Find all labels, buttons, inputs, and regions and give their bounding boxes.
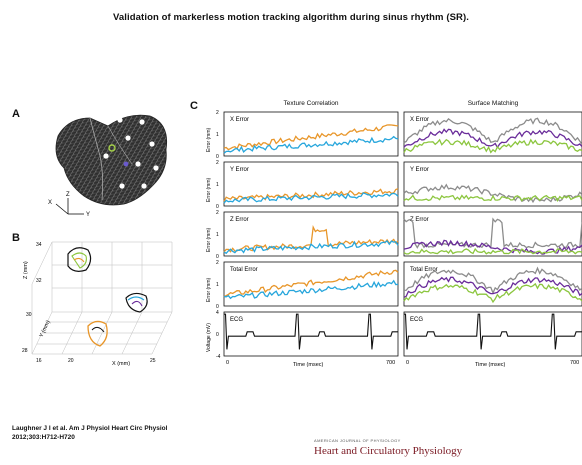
- subplot-frame: [224, 162, 398, 206]
- y-tick-label: 0: [216, 332, 219, 338]
- panel-a-label: A: [12, 108, 20, 120]
- journal-name: Heart and Circulatory Physiology: [314, 445, 462, 457]
- x-tick-label: 0: [406, 360, 409, 366]
- axis-x-label: X: [48, 200, 52, 206]
- y-tick-label: 2: [216, 110, 219, 116]
- marker-dot: [135, 161, 140, 166]
- panel-b-tick: 32: [36, 278, 42, 284]
- marker-dot: [141, 183, 146, 188]
- panel-b-y-label: Y (mm): [39, 320, 52, 339]
- marker-dot: [103, 153, 108, 158]
- subplot-title: Y Error: [410, 167, 429, 173]
- citation-line-2: 2012;303:H712-H720: [12, 433, 167, 442]
- axis-z-label: Z: [66, 192, 70, 198]
- marker-dot: [149, 141, 154, 146]
- marker-dot: [153, 165, 158, 170]
- panel-a-heart-surface: Z Y X: [28, 104, 188, 222]
- panel-b-z-label: Z (mm): [23, 261, 29, 279]
- y-tick-label: 2: [216, 260, 219, 266]
- y-axis-label: Error (mm): [206, 178, 212, 202]
- y-tick-label: 1: [216, 132, 219, 138]
- column-header-texture: Texture Correlation: [224, 100, 398, 107]
- figure-title: Validation of markerless motion tracking…: [0, 12, 582, 23]
- y-axis-label: Error (mm): [206, 228, 212, 252]
- panel-b-tick: 28: [22, 348, 28, 354]
- subplot-title: ECG: [410, 317, 423, 323]
- trajectory-purple-2: [132, 301, 142, 306]
- panel-b-tick: 16: [36, 358, 42, 364]
- y-tick-label: 2: [216, 210, 219, 216]
- marker-dot: [117, 117, 122, 122]
- trajectory-green-1: [72, 253, 86, 268]
- tracked-point-purple: [124, 162, 129, 167]
- panel-c-plots: X Error 0 1 2 Error (mm) Y Error 0 1 2 Error (mm)…: [190, 108, 582, 378]
- subplot-title: X Error: [230, 117, 249, 123]
- panel-b-3d-trajectories: Z (mm) Y (mm) X (mm) 34 32 30 28 16 20 2…: [22, 234, 194, 374]
- x-tick-label: 700: [570, 360, 579, 366]
- marker-dot: [139, 119, 144, 124]
- panel-b-tick: 25: [150, 358, 156, 364]
- panel-b-tick: 34: [36, 242, 42, 248]
- citation: Laughner J I et al. Am J Physiol Heart C…: [12, 424, 167, 442]
- marker-dot: [125, 135, 130, 140]
- y-tick-label: 1: [216, 282, 219, 288]
- x-axis-label: Time (msec): [293, 362, 324, 368]
- panel-b-x-label: X (mm): [112, 361, 130, 367]
- x-axis-label: Time (msec): [475, 362, 506, 368]
- panel-b-tick: 20: [68, 358, 74, 364]
- axis-y-label: Y: [86, 212, 90, 218]
- y-tick-label: 1: [216, 232, 219, 238]
- x-tick-label: 700: [386, 360, 395, 366]
- x-tick-label: 0: [226, 360, 229, 366]
- citation-line-1: Laughner J I et al. Am J Physiol Heart C…: [12, 424, 167, 433]
- panel-b-grid: [32, 242, 172, 354]
- marker-dot: [119, 183, 124, 188]
- y-axis-label: Voltage (mV): [206, 323, 212, 352]
- y-tick-label: 2: [216, 160, 219, 166]
- heart-mesh: [56, 115, 167, 205]
- y-tick-label: -4: [216, 354, 221, 360]
- column-header-surface: Surface Matching: [404, 100, 582, 107]
- y-tick-label: 4: [216, 310, 219, 316]
- y-axis-label: Error (mm): [206, 128, 212, 152]
- y-axis-label: Error (mm): [206, 278, 212, 302]
- panel-b-label: B: [12, 232, 20, 244]
- subplot-title: Total Error: [230, 267, 258, 273]
- subplot-title: Z Error: [230, 217, 249, 223]
- subplot-title: X Error: [410, 117, 429, 123]
- trajectory-black-2: [126, 293, 147, 312]
- panel-b-tick: 30: [26, 312, 32, 318]
- journal-overline: AMERICAN JOURNAL OF PHYSIOLOGY: [314, 438, 401, 443]
- subplot-title: ECG: [230, 317, 243, 323]
- y-tick-label: 1: [216, 182, 219, 188]
- subplot-title: Y Error: [230, 167, 249, 173]
- trajectory-black-3: [92, 327, 104, 332]
- trajectory-blue-2: [128, 297, 144, 300]
